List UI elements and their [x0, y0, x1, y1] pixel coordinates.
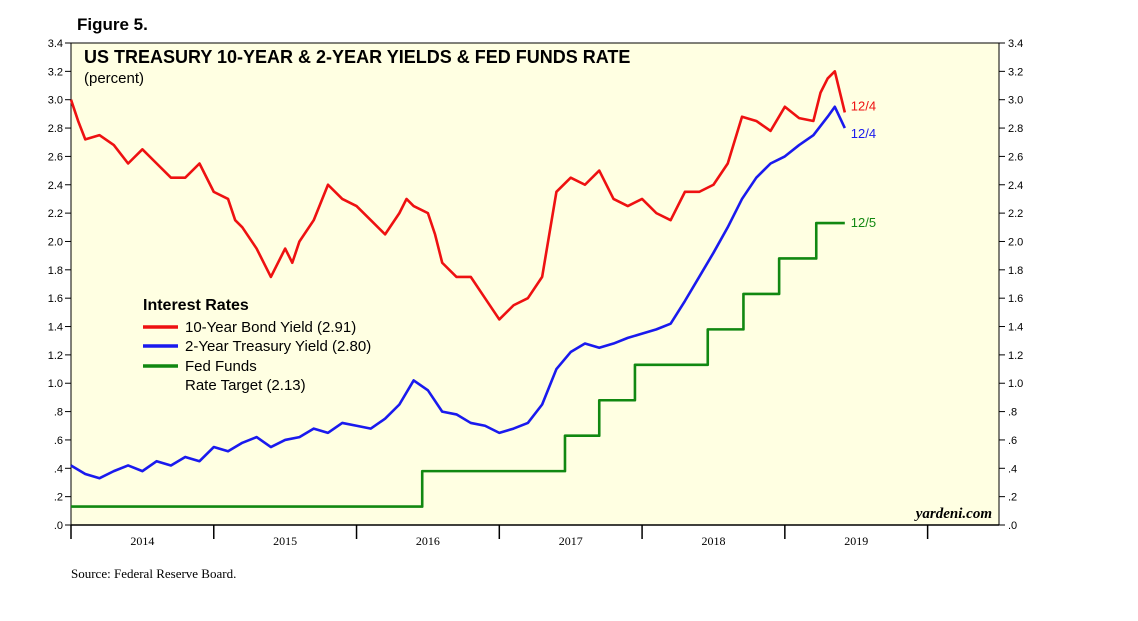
y-tick-label-right: .0 — [1008, 520, 1017, 532]
source-note: Source: Federal Reserve Board. — [71, 566, 236, 581]
y-tick-label-left: 2.6 — [48, 151, 63, 163]
y-tick-label-right: 1.2 — [1008, 350, 1023, 362]
y-tick-label-left: .0 — [54, 520, 63, 532]
y-tick-label-right: 2.0 — [1008, 236, 1023, 248]
y-axis: .0 .0 .2 .2 .4 .4 .6 .6 .8 .8 1.0 1.0 1.2 1.2 1.4 1.4 1.… — [48, 38, 1024, 532]
y-tick-label-left: 3.2 — [48, 66, 63, 78]
x-tick-label: 2015 — [273, 534, 297, 548]
y-tick-label-left: 2.8 — [48, 123, 63, 135]
y-tick-label-right: .4 — [1008, 463, 1017, 475]
y-tick-label-right: .8 — [1008, 407, 1017, 419]
y-tick-label-left: 2.4 — [48, 180, 63, 192]
series-10-year-bond-yield — [69, 70, 847, 321]
y-tick-label-right: 1.0 — [1008, 378, 1023, 390]
legend-title: Interest Rates — [143, 297, 249, 314]
y-tick-label-right: 3.4 — [1008, 38, 1023, 50]
y-tick-label-right: 2.4 — [1008, 180, 1023, 192]
x-tick-label: 2018 — [701, 534, 725, 548]
y-tick-label-left: 1.2 — [48, 350, 63, 362]
series-fed-funds-rate-target — [71, 221, 845, 508]
series-fed-funds-rate-target-end-label: 12/5 — [851, 215, 876, 230]
y-tick-label-left: 3.0 — [48, 95, 63, 107]
series-2-year-treasury-yield-end-label: 12/4 — [851, 126, 876, 141]
legend-label-10yr: 10-Year Bond Yield (2.91) — [185, 319, 356, 336]
x-tick-label: 2019 — [844, 534, 868, 548]
x-axis: 2014 2015 2016 2017 2018 2019 — [70, 524, 999, 548]
y-tick-label-left: .4 — [54, 463, 63, 475]
y-tick-label-left: .6 — [54, 435, 63, 447]
series-layer: 12/4 12/4 12/5 — [69, 70, 876, 508]
y-tick-label-left: 1.4 — [48, 322, 63, 334]
series-2-year-treasury-yield — [70, 105, 846, 480]
brand-watermark: yardeni.com — [914, 506, 992, 522]
y-tick-label-left: 2.2 — [48, 208, 63, 220]
y-tick-label-right: 2.6 — [1008, 151, 1023, 163]
y-tick-label-right: 3.2 — [1008, 66, 1023, 78]
y-tick-label-right: 3.0 — [1008, 95, 1023, 107]
x-tick-label: 2014 — [130, 534, 154, 548]
legend: Interest Rates 10-Year Bond Yield (2.91)… — [143, 297, 371, 394]
y-tick-label-right: 1.4 — [1008, 322, 1023, 334]
plot-area — [70, 42, 1000, 526]
y-tick-label-left: 1.0 — [48, 378, 63, 390]
x-tick-label: 2017 — [559, 534, 583, 548]
x-tick-label: 2016 — [416, 534, 440, 548]
figure-label: Figure 5. — [77, 15, 148, 34]
y-tick-label-right: 1.6 — [1008, 293, 1023, 305]
y-tick-label-right: 2.8 — [1008, 123, 1023, 135]
y-tick-label-right: 2.2 — [1008, 208, 1023, 220]
chart-subtitle: (percent) — [84, 70, 144, 87]
y-tick-label-left: 3.4 — [48, 38, 63, 50]
y-tick-label-left: 2.0 — [48, 236, 63, 248]
y-tick-label-left: 1.6 — [48, 293, 63, 305]
series-10-year-bond-yield-end-label: 12/4 — [851, 98, 876, 113]
legend-label-fedfunds: Fed Funds — [185, 358, 257, 375]
y-tick-label-left: .8 — [54, 407, 63, 419]
legend-label-fedfunds-line2: Rate Target (2.13) — [185, 377, 306, 394]
y-tick-label-right: .6 — [1008, 435, 1017, 447]
y-tick-label-right: .2 — [1008, 492, 1017, 504]
y-tick-label-right: 1.8 — [1008, 265, 1023, 277]
y-tick-label-left: .2 — [54, 492, 63, 504]
chart-title: US TREASURY 10-YEAR & 2-YEAR YIELDS & FE… — [84, 47, 630, 67]
legend-label-2yr: 2-Year Treasury Yield (2.80) — [185, 338, 371, 355]
y-tick-label-left: 1.8 — [48, 265, 63, 277]
